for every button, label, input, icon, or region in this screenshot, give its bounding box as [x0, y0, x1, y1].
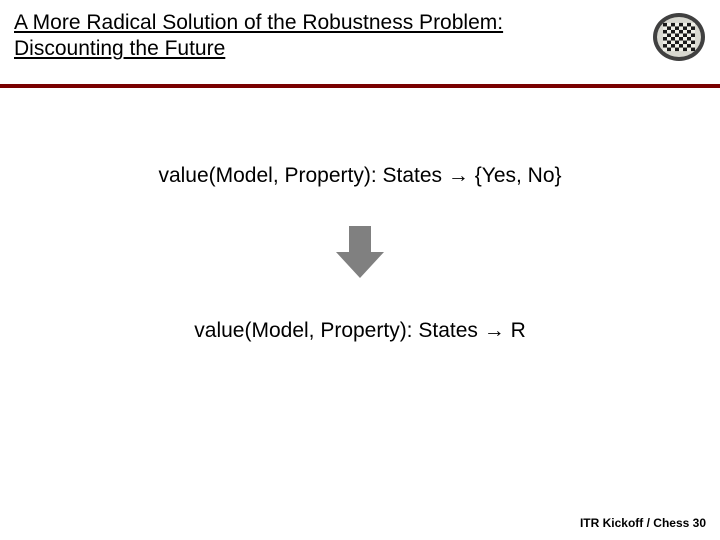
chess-logo-icon	[652, 10, 706, 64]
title-line-1: A More Radical Solution of the Robustnes…	[14, 11, 503, 34]
title-line-2: Discounting the Future	[14, 37, 225, 60]
formula-bottom: value(Model, Property): States → R	[194, 319, 525, 343]
slide-title: A More Radical Solution of the Robustnes…	[14, 10, 644, 63]
formula-top: value(Model, Property): States → {Yes, N…	[158, 164, 561, 188]
slide: { "header": { "title_line1": "A More Rad…	[0, 0, 720, 540]
slide-footer: ITR Kickoff / Chess 30	[580, 516, 706, 530]
header: A More Radical Solution of the Robustnes…	[0, 0, 720, 64]
slide-content: value(Model, Property): States → {Yes, N…	[0, 120, 720, 500]
header-divider	[0, 84, 720, 88]
down-arrow-icon	[334, 222, 386, 285]
